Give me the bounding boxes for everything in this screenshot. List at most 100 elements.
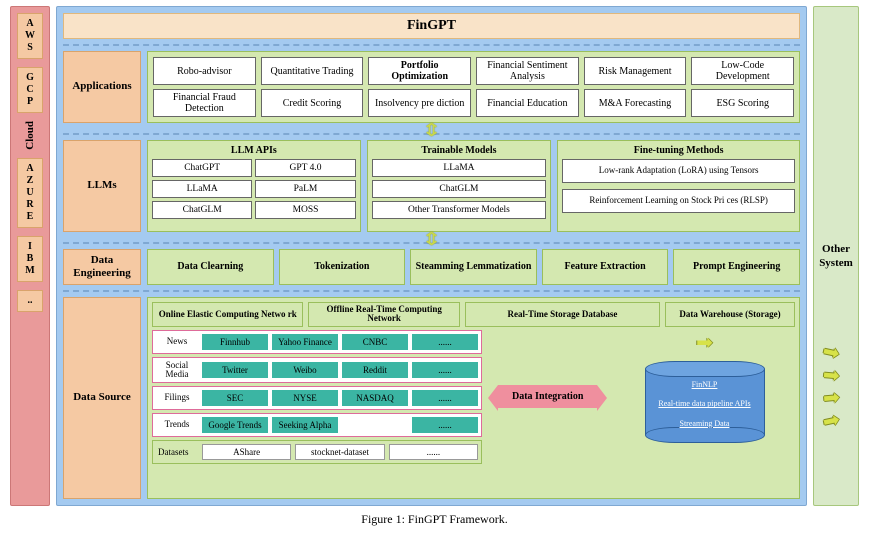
ds-chip: SEC	[202, 390, 268, 406]
llms-section: LLMs LLM APIs ChatGPTGPT 4.0LLaMAPaLMCha…	[63, 140, 800, 232]
ds-row-label: News	[156, 337, 198, 346]
online-compute: Online Elastic Computing Netwo rk	[152, 302, 303, 327]
ds-top-row: Online Elastic Computing Netwo rk Offlin…	[152, 302, 795, 327]
llm-api-box: MOSS	[255, 201, 355, 219]
cloud-aws: AWS	[17, 13, 43, 59]
ds-chip: Reddit	[342, 362, 408, 378]
ds-datasets-row: Datasets ASharestocknet-dataset......	[152, 440, 482, 464]
data-eng-box: Prompt Engineering	[673, 249, 800, 285]
trainable-panel: Trainable Models LLaMA ChatGLM Other Trans…	[367, 140, 552, 232]
fingpt-title: FinGPT	[63, 13, 800, 39]
ds-chip: CNBC	[342, 334, 408, 350]
app-box: Financial Sentiment Analysis	[476, 57, 579, 85]
data-eng-label: Data Engineering	[63, 249, 141, 285]
ds-chip: ......	[412, 334, 478, 350]
divider-1	[63, 44, 800, 46]
ds-chip: ......	[412, 417, 478, 433]
app-box: Insolvency pre diction	[368, 89, 471, 117]
data-eng-box: Feature Extraction	[542, 249, 669, 285]
diagram-row: AWS GCP Cloud AZURE IBM .. FinGPT Applic…	[10, 6, 859, 506]
trainable-box: LLaMA	[372, 159, 547, 177]
ds-dataset-chip: stocknet-dataset	[295, 444, 384, 460]
app-box: Portfolio Optimization	[368, 57, 471, 85]
trainable-box: Other Transformer Models	[372, 201, 547, 219]
llm-api-box: ChatGPT	[152, 159, 252, 177]
llms-label: LLMs	[63, 140, 141, 232]
finetune-stack: Low-rank Adaptation (LoRA) using Tensors…	[562, 159, 795, 213]
ds-chip: Yahoo Finance	[272, 334, 338, 350]
cloud-more: ..	[17, 290, 43, 312]
offline-compute: Offline Real-Time Computing Network	[308, 302, 459, 327]
trainable-box: ChatGLM	[372, 180, 547, 198]
finetune-panel: Fine-tuning Methods Low-rank Adaptation …	[557, 140, 800, 232]
ds-right-col: ➡ FinNLP Real-time data pipeline APIs St…	[614, 330, 795, 464]
data-warehouse-title: Data Warehouse (Storage)	[665, 302, 795, 327]
app-box: Credit Scoring	[261, 89, 364, 117]
app-box: Risk Management	[584, 57, 687, 85]
arrow-icon: ➡	[696, 330, 713, 355]
ds-datasets-label: Datasets	[156, 447, 198, 457]
llm-api-box: PaLM	[255, 180, 355, 198]
storage-db: Real-Time Storage Database	[465, 302, 660, 327]
ds-chip: Seeking Alpha	[272, 417, 338, 433]
finetune-title: Fine-tuning Methods	[562, 145, 795, 156]
data-eng-box: Data Clearning	[147, 249, 274, 285]
cyl-finnlp: FinNLP	[692, 380, 718, 389]
ds-chip: Weibo	[272, 362, 338, 378]
ds-row-label: Trends	[156, 420, 198, 429]
applications-panel: Robo-advisorQuantitative TradingPortfoli…	[147, 51, 800, 123]
app-box: Financial Education	[476, 89, 579, 117]
llm-api-box: LLaMA	[152, 180, 252, 198]
finetune-box: Low-rank Adaptation (LoRA) using Tensors	[562, 159, 795, 183]
app-box: Low-Code Development	[691, 57, 794, 85]
app-box: Financial Fraud Detection	[153, 89, 256, 117]
ds-row: TrendsGoogle TrendsSeeking Alpha......	[152, 413, 482, 437]
applications-section: Applications Robo-advisorQuantitative Tr…	[63, 51, 800, 123]
cloud-azure: AZURE	[17, 158, 43, 228]
figure-caption: Figure 1: FinGPT Framework.	[10, 506, 859, 527]
main-panel: FinGPT Applications Robo-advisorQuantita…	[56, 6, 807, 506]
applications-row2: Financial Fraud DetectionCredit ScoringI…	[153, 89, 794, 117]
data-source-body: Online Elastic Computing Netwo rk Offlin…	[147, 297, 800, 499]
llm-api-box: ChatGLM	[152, 201, 252, 219]
bidir-arrow-icon: ⇕	[421, 120, 442, 141]
llms-body: LLM APIs ChatGPTGPT 4.0LLaMAPaLMChatGLMM…	[147, 140, 800, 232]
cloud-column-label: Cloud	[24, 121, 36, 150]
ds-row: News FinnhubYahoo FinanceCNBC......	[152, 330, 482, 354]
cloud-column: AWS GCP Cloud AZURE IBM ..	[10, 6, 50, 506]
data-eng-box: Tokenization	[279, 249, 406, 285]
ds-row-label: Filings	[156, 393, 198, 402]
app-box: M&A Forecasting	[584, 89, 687, 117]
data-warehouse-cylinder: FinNLP Real-time data pipeline APIs Stre…	[645, 361, 765, 443]
app-box: Quantitative Trading	[261, 57, 364, 85]
data-eng-row: Data ClearningTokenizationSteamming Lemm…	[147, 249, 800, 285]
ds-chip: ......	[412, 362, 478, 378]
app-box: Robo-advisor	[153, 57, 256, 85]
llm-api-box: GPT 4.0	[255, 159, 355, 177]
ds-dataset-chip: ......	[389, 444, 478, 460]
llm-apis-grid: ChatGPTGPT 4.0LLaMAPaLMChatGLMMOSS	[152, 159, 356, 219]
data-source-section: Data Source Online Elastic Computing Net…	[63, 297, 800, 499]
cloud-ibm: IBM	[17, 236, 43, 282]
ds-chip: NYSE	[272, 390, 338, 406]
cyl-streaming: Streaming Data	[680, 419, 730, 428]
ds-chip: Finnhub	[202, 334, 268, 350]
figure-root: AWS GCP Cloud AZURE IBM .. FinGPT Applic…	[0, 0, 869, 539]
other-system-label: OtherSystem	[819, 242, 853, 271]
ds-chip: Twitter	[202, 362, 268, 378]
ds-mid-col: ➡ ➡ ➡ ➡ Data Integration	[488, 330, 608, 464]
ds-dataset-chip: AShare	[202, 444, 291, 460]
ds-main: NewsFinnhubYahoo FinanceCNBC......Social…	[152, 330, 795, 464]
data-source-label: Data Source	[63, 297, 141, 499]
ds-chip: NASDAQ	[342, 390, 408, 406]
trainable-stack: LLaMA ChatGLM Other Transformer Models	[372, 159, 547, 219]
applications-label: Applications	[63, 51, 141, 123]
app-box: ESG Scoring	[691, 89, 794, 117]
llm-apis-panel: LLM APIs ChatGPTGPT 4.0LLaMAPaLMChatGLMM…	[147, 140, 361, 232]
divider-4	[63, 290, 800, 292]
bidir-arrow-icon: ⇕	[421, 229, 442, 250]
data-integration-node: Data Integration	[498, 385, 597, 408]
trainable-title: Trainable Models	[372, 145, 547, 156]
data-eng-box: Steamming Lemmatization	[410, 249, 537, 285]
llm-apis-title: LLM APIs	[152, 145, 356, 156]
